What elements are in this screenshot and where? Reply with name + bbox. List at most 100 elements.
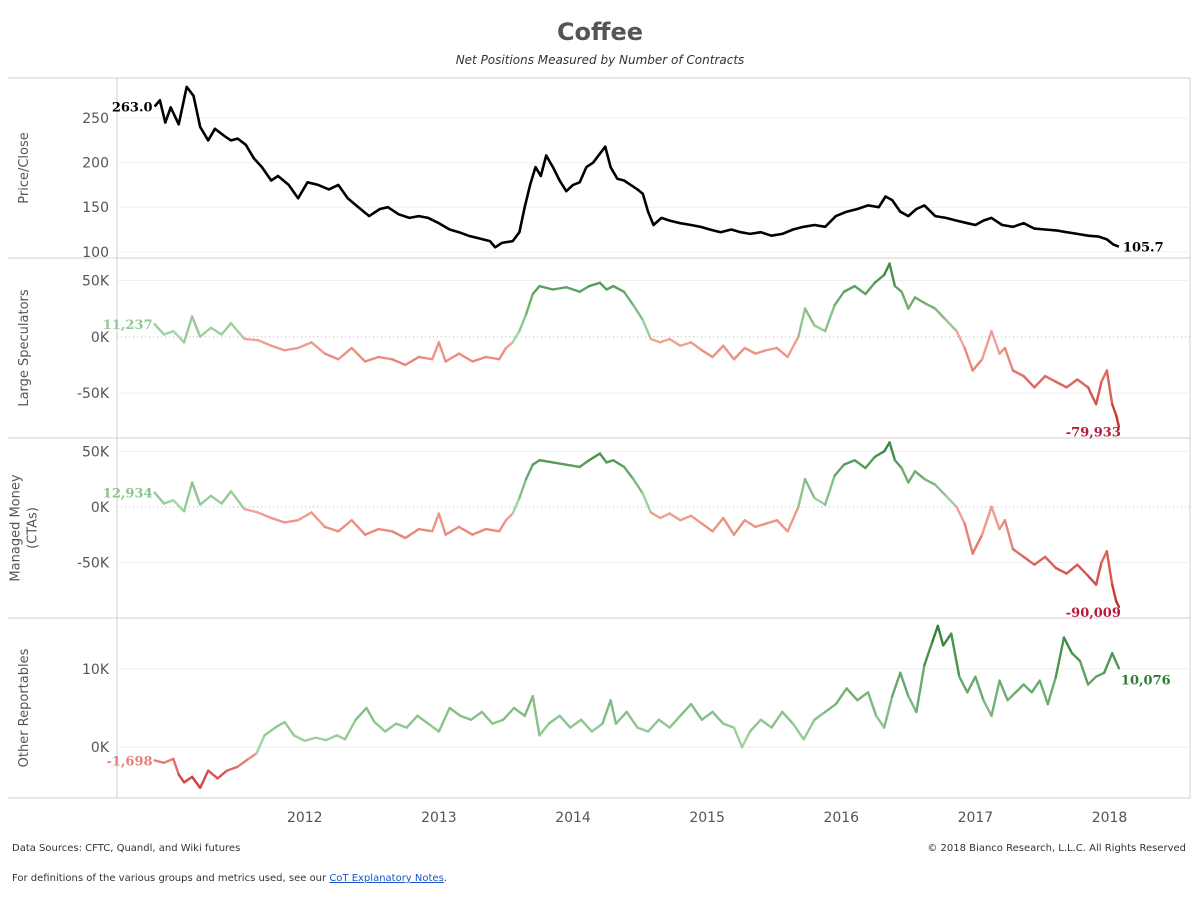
series-segment-panel-3 xyxy=(823,474,836,506)
series-segment-panel-4 xyxy=(823,702,838,714)
series-segment-panel-4 xyxy=(950,632,961,678)
series-segment-panel-2 xyxy=(437,341,447,363)
series-segment-panel-2 xyxy=(551,286,568,291)
series-segment-panel-3 xyxy=(963,522,974,555)
series-segment-panel-2 xyxy=(1043,374,1058,383)
series-segment-panel-3 xyxy=(907,470,917,484)
series-segment-panel-2 xyxy=(518,313,528,333)
series-segment-panel-3 xyxy=(732,519,746,536)
series-segment-panel-3 xyxy=(377,527,394,533)
series-segment-panel-2 xyxy=(833,290,846,307)
series-segment-panel-2 xyxy=(270,344,286,352)
series-segment-panel-2 xyxy=(538,284,555,291)
series-segment-panel-3 xyxy=(998,519,1007,531)
series-segment-panel-2 xyxy=(711,344,725,359)
series-segment-panel-2 xyxy=(172,329,186,344)
series-segment-panel-2 xyxy=(229,322,246,341)
series-segment-panel-2 xyxy=(907,296,917,310)
series-segment-panel-3 xyxy=(471,527,488,536)
series-segment-panel-4 xyxy=(531,695,541,737)
series-segment-panel-2 xyxy=(484,355,501,361)
series-segment-panel-3 xyxy=(893,459,903,470)
data-sources-note: Data Sources: CFTC, Quandl, and Wiki fut… xyxy=(12,843,241,854)
definitions-note: For definitions of the various groups an… xyxy=(12,873,447,884)
series-segment-panel-2 xyxy=(990,329,1001,355)
series-segment-panel-4 xyxy=(907,695,918,714)
series-segment-panel-4 xyxy=(923,640,934,667)
series-segment-panel-3 xyxy=(587,452,602,462)
end-value-label-panel-3: -90,009 xyxy=(1066,606,1121,621)
series-segment-panel-4 xyxy=(1022,683,1033,694)
series-segment-panel-2 xyxy=(457,352,474,363)
series-segment-panel-3 xyxy=(873,450,886,459)
y-tick-label-panel-2: -50K xyxy=(77,386,110,402)
series-segment-panel-2 xyxy=(310,341,327,355)
y-tick-label-panel-1: 250 xyxy=(82,111,109,127)
series-segment-panel-2 xyxy=(944,318,958,333)
series-segment-panel-4 xyxy=(990,679,1001,718)
series-segment-panel-4 xyxy=(569,718,583,729)
series-segment-panel-2 xyxy=(190,315,202,338)
series-segment-panel-2 xyxy=(913,296,926,305)
series-segment-panel-4 xyxy=(283,720,296,737)
series-segment-panel-2 xyxy=(417,355,434,361)
series-segment-panel-4 xyxy=(982,698,993,718)
series-segment-panel-3 xyxy=(775,519,789,533)
series-segment-panel-4 xyxy=(365,706,376,724)
series-segment-panel-3 xyxy=(270,516,286,524)
series-segment-panel-3 xyxy=(243,507,260,514)
series-segment-panel-2 xyxy=(1105,369,1114,406)
series-segment-panel-4 xyxy=(198,769,210,790)
series-segment-panel-3 xyxy=(1105,550,1114,586)
series-segment-panel-2 xyxy=(578,284,591,293)
series-segment-panel-3 xyxy=(404,527,420,540)
series-segment-panel-3 xyxy=(933,483,948,497)
y-tick-label-panel-2: 50K xyxy=(82,274,110,290)
series-segment-panel-4 xyxy=(1086,675,1098,686)
series-segment-panel-2 xyxy=(605,284,615,291)
series-segment-panel-2 xyxy=(933,307,948,322)
series-segment-panel-3 xyxy=(689,514,703,525)
series-segment-panel-2 xyxy=(1076,378,1090,389)
series-segment-panel-3 xyxy=(722,516,736,536)
series-segment-panel-3 xyxy=(296,511,313,522)
series-segment-panel-2 xyxy=(1022,374,1036,389)
series-segment-panel-4 xyxy=(856,691,870,702)
series-segment-panel-4 xyxy=(998,679,1009,702)
cot-explanatory-notes-link[interactable]: CoT Explanatory Notes xyxy=(329,873,444,884)
series-segment-panel-3 xyxy=(980,505,993,536)
series-segment-panel-3 xyxy=(1065,563,1079,575)
series-segment-panel-3 xyxy=(551,461,568,466)
series-segment-panel-2 xyxy=(700,349,714,359)
series-segment-panel-4 xyxy=(966,675,977,694)
series-segment-panel-4 xyxy=(325,734,339,742)
series-segment-panel-2 xyxy=(786,335,800,359)
series-segment-panel-4 xyxy=(1030,679,1041,694)
y-tick-label-panel-4: 10K xyxy=(82,662,110,678)
series-segment-panel-2 xyxy=(971,358,984,372)
series-segment-panel-4 xyxy=(558,714,572,729)
y-axis-title-panel-2: Large Speculators xyxy=(17,289,32,407)
series-segment-panel-4 xyxy=(448,706,462,718)
series-segment-panel-3 xyxy=(1003,519,1015,551)
series-segment-panel-2 xyxy=(283,346,300,352)
series-segment-panel-4 xyxy=(1014,683,1025,694)
x-tick-label-2015: 2015 xyxy=(689,810,725,826)
series-segment-panel-3 xyxy=(198,494,213,506)
series-segment-panel-4 xyxy=(899,671,910,698)
series-segment-panel-4 xyxy=(538,722,551,737)
series-segment-panel-3 xyxy=(598,452,608,464)
series-segment-panel-4 xyxy=(590,722,604,733)
series-segment-panel-3 xyxy=(390,530,407,540)
series-segment-panel-4 xyxy=(480,710,494,725)
series-segment-panel-4 xyxy=(292,734,306,743)
series-segment-panel-4 xyxy=(216,769,229,780)
series-segment-panel-4 xyxy=(722,722,736,729)
series-segment-panel-3 xyxy=(786,505,800,533)
series-segment-panel-2 xyxy=(404,355,420,367)
series-segment-panel-4 xyxy=(502,706,516,721)
series-segment-panel-2 xyxy=(980,329,993,361)
start-value-label-panel-3: 12,934 xyxy=(103,487,153,502)
series-segment-panel-2 xyxy=(679,341,693,347)
series-segment-panel-2 xyxy=(153,322,166,336)
